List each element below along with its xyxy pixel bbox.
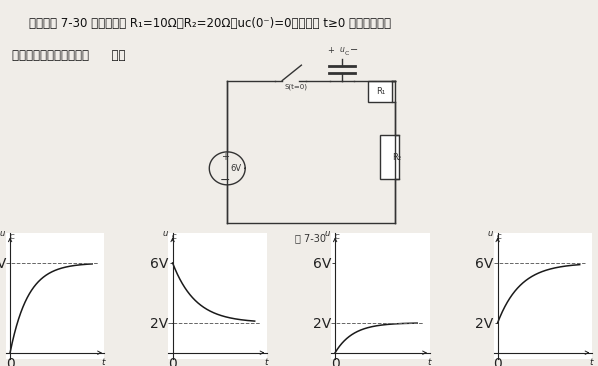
Text: −: − [350, 45, 358, 55]
Text: t: t [102, 358, 105, 366]
Text: t: t [590, 358, 593, 366]
Text: u: u [163, 228, 167, 238]
Text: C: C [172, 234, 176, 240]
FancyBboxPatch shape [380, 135, 399, 179]
FancyBboxPatch shape [368, 81, 392, 102]
Text: u: u [0, 228, 5, 238]
Text: C: C [9, 234, 14, 240]
Text: C: C [497, 234, 502, 240]
Text: 电路如图 7-30 所示，已知 R₁=10Ω，R₂=20Ω，uᴄ(0⁻)=0，电路在 t≥0 暂态过程中，: 电路如图 7-30 所示，已知 R₁=10Ω，R₂=20Ω，uᴄ(0⁻)=0，电… [29, 18, 392, 30]
Text: 6V: 6V [231, 164, 242, 173]
Text: +: + [327, 46, 334, 55]
Text: 图 7-30: 图 7-30 [295, 234, 327, 244]
Text: S(t=0): S(t=0) [285, 84, 307, 90]
Text: t: t [427, 358, 431, 366]
Text: R₂: R₂ [392, 153, 401, 162]
Text: +: + [221, 152, 229, 163]
Text: C: C [344, 51, 349, 56]
Text: −: − [219, 174, 230, 187]
Text: u: u [340, 45, 344, 54]
Text: 电容电压的变化曲线是（      ）。: 电容电压的变化曲线是（ ）。 [12, 49, 126, 63]
Text: t: t [264, 358, 268, 366]
Text: u: u [487, 228, 493, 238]
Text: R₁: R₁ [376, 87, 385, 96]
Text: u: u [325, 228, 330, 238]
Text: C: C [334, 234, 339, 240]
